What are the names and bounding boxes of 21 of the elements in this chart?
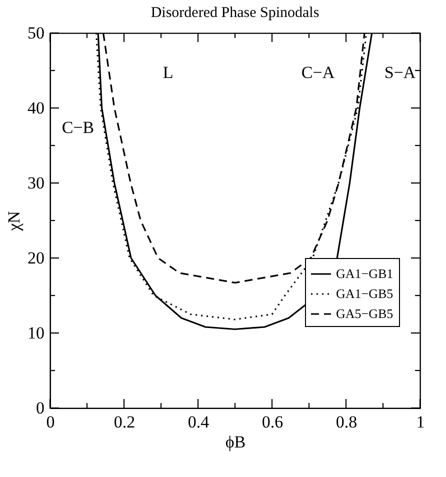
y-tick-label: 10 xyxy=(28,324,44,342)
y-tick-label: 40 xyxy=(28,98,44,118)
x-tick-label: 0.2 xyxy=(114,412,136,432)
y-tick-label: 50 xyxy=(28,24,44,42)
x-tick-label: 1 xyxy=(416,412,425,432)
x-tick-label: 0.4 xyxy=(188,412,210,432)
annotation: S−A xyxy=(384,63,416,82)
y-tick-label: 0 xyxy=(36,398,44,418)
y-tick-label: 20 xyxy=(28,248,44,268)
y-axis-title: χN xyxy=(4,211,24,232)
y-tick-label: 30 xyxy=(28,174,44,192)
legend-label: GA1−GB1 xyxy=(336,266,394,281)
legend-label: GA1−GB5 xyxy=(336,286,394,301)
annotation: C−B xyxy=(62,118,94,137)
x-axis-title: ϕB xyxy=(225,432,246,452)
x-tick-label: 0.6 xyxy=(262,412,284,432)
x-tick-label: 0.8 xyxy=(336,412,358,432)
legend-label: GA5−GB5 xyxy=(336,306,394,321)
annotation: L xyxy=(162,63,174,82)
annotation: C−A xyxy=(301,63,336,82)
chart-title: Disordered Phase Spinodals xyxy=(150,5,320,21)
